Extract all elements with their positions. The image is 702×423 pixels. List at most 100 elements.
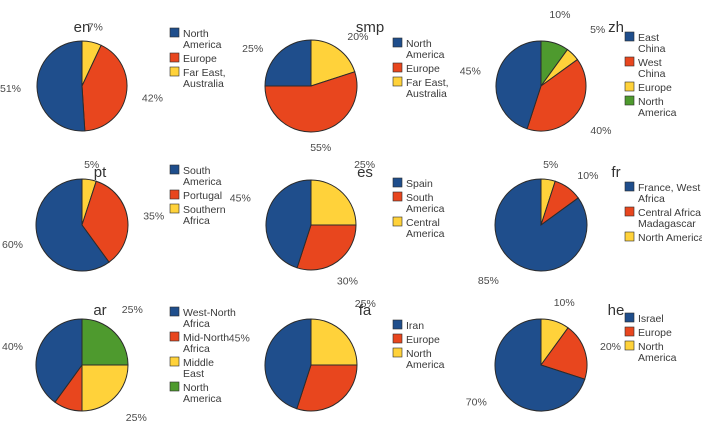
legend-item: Europe bbox=[392, 62, 440, 75]
slice-label-north-america: 25% bbox=[242, 43, 263, 55]
legend-label: Australia bbox=[406, 88, 447, 100]
slice-far-east-australia bbox=[310, 39, 356, 87]
legend-label: Africa bbox=[183, 215, 210, 227]
legend-label: America bbox=[406, 203, 445, 215]
legend-swatch bbox=[624, 340, 635, 351]
legend-label: Southern bbox=[183, 204, 226, 216]
legend-label: South bbox=[183, 165, 211, 177]
legend-swatch bbox=[624, 326, 635, 337]
legend-swatch bbox=[169, 331, 180, 342]
legend-label: North bbox=[406, 38, 432, 50]
legend-label: America bbox=[406, 49, 445, 61]
pie-title: fr bbox=[611, 164, 620, 181]
slice-label-west-north-africa: 40% bbox=[2, 341, 23, 353]
legend-label: North America bbox=[638, 232, 702, 244]
legend-swatch bbox=[392, 216, 403, 227]
slice-west-north-africa bbox=[35, 318, 83, 403]
slice-label-spain: 45% bbox=[230, 193, 251, 205]
slice-label-west-china: 40% bbox=[590, 125, 611, 137]
legend-swatch bbox=[169, 52, 180, 63]
slice-central-america bbox=[310, 179, 357, 226]
pie-title: smp bbox=[356, 19, 384, 36]
slice-label-north-america: 25% bbox=[122, 304, 143, 316]
legend-swatch bbox=[624, 81, 635, 92]
legend-swatch bbox=[392, 62, 403, 73]
slice-east-china bbox=[495, 40, 542, 130]
legend-swatch bbox=[624, 231, 635, 242]
pie-title: es bbox=[357, 164, 373, 181]
slice-france-west-africa bbox=[494, 178, 588, 272]
slice-label-europe: 42% bbox=[142, 92, 163, 104]
legend-swatch bbox=[392, 76, 403, 87]
slice-label-north-america: 10% bbox=[549, 9, 570, 21]
slice-label-south-america: 60% bbox=[2, 239, 23, 251]
slice-label-north-america: 51% bbox=[0, 83, 21, 95]
legend-item: Europe bbox=[169, 52, 217, 65]
legend-label: Madagascar bbox=[638, 218, 696, 230]
slice-europe bbox=[264, 71, 358, 133]
slice-north-america bbox=[264, 39, 312, 87]
legend-item: North America bbox=[624, 231, 702, 244]
slice-label-europe: 55% bbox=[310, 142, 331, 154]
slice-label-far-east-australia: 20% bbox=[347, 31, 368, 43]
legend-item: Far East,Australia bbox=[169, 66, 226, 90]
slice-label-north-america: 5% bbox=[543, 159, 558, 171]
pie-title: ar bbox=[93, 302, 106, 319]
slice-middle-east bbox=[81, 364, 129, 412]
legend-label: America bbox=[183, 176, 222, 188]
legend-label: Africa bbox=[183, 318, 210, 330]
pie-es: es25%30%45%SpainSouthAmericaCentralAmeri… bbox=[230, 159, 445, 288]
legend-item: Portugal bbox=[169, 189, 222, 202]
legend-label: Far East, bbox=[406, 77, 449, 89]
legend-label: Middle bbox=[183, 357, 214, 369]
legend-label: Africa bbox=[183, 343, 210, 355]
slice-north-america bbox=[81, 318, 129, 366]
slice-south-america bbox=[296, 224, 357, 271]
slice-label-central-america: 25% bbox=[354, 159, 375, 171]
legend-label: Iran bbox=[406, 320, 424, 332]
legend-item: Europe bbox=[624, 326, 672, 339]
slice-europe bbox=[540, 327, 588, 380]
legend-label: Africa bbox=[638, 193, 665, 205]
legend-item: Israel bbox=[624, 312, 664, 325]
legend-label: Europe bbox=[406, 334, 440, 346]
slice-iran bbox=[264, 318, 312, 410]
legend-label: Central bbox=[406, 217, 440, 229]
legend-label: America bbox=[183, 393, 222, 405]
legend-label: Central Africa bbox=[638, 207, 701, 219]
slice-label-portugal: 35% bbox=[143, 210, 164, 222]
slice-label-east-china: 45% bbox=[460, 66, 481, 78]
legend-swatch bbox=[169, 306, 180, 317]
pie-title: he bbox=[608, 302, 625, 319]
legend-label: Far East, bbox=[183, 67, 226, 79]
legend-label: Europe bbox=[638, 82, 672, 94]
pie-title: zh bbox=[608, 19, 624, 36]
legend-label: North bbox=[183, 28, 209, 40]
slice-label-middle-east: 25% bbox=[126, 412, 147, 423]
legend-swatch bbox=[624, 31, 635, 42]
legend-label: North bbox=[406, 348, 432, 360]
slice-portugal bbox=[81, 180, 129, 263]
legend-label: Australia bbox=[183, 78, 224, 90]
legend-swatch bbox=[392, 37, 403, 48]
